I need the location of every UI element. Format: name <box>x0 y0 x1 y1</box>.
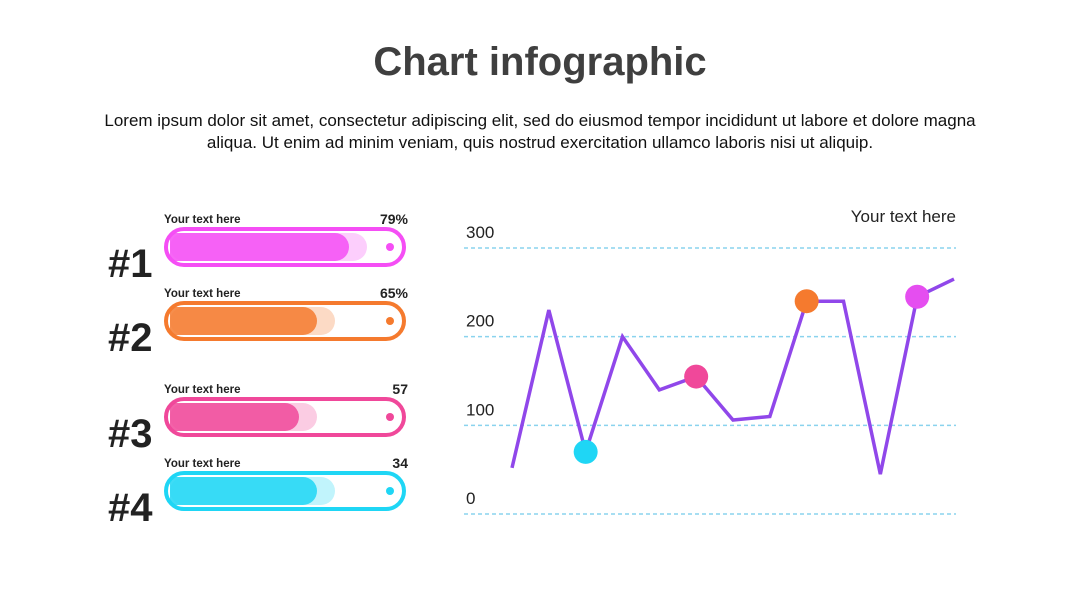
grid-layer <box>464 247 956 515</box>
highlight-point <box>905 284 930 309</box>
bar-label: Your text here <box>164 214 241 226</box>
bar-rank: #3 <box>108 412 153 456</box>
highlight-point <box>573 439 598 464</box>
bar-row-3: #3 Your text here 57 <box>108 381 418 474</box>
bar-fill <box>170 477 317 505</box>
highlight-point <box>794 289 819 314</box>
bar-row-4: #4 Your text here 34 <box>108 455 418 548</box>
bar-rank: #2 <box>108 316 153 360</box>
bar-value: 79% <box>379 211 408 227</box>
bar-track <box>164 471 406 511</box>
bar-fill <box>170 233 349 261</box>
bar-row-1: #1 Your text here 79% <box>108 211 418 304</box>
bar-track <box>164 227 406 267</box>
bar-track <box>164 301 406 341</box>
bar-end-dot <box>386 487 394 495</box>
bar-rank: #4 <box>108 486 153 530</box>
bar-track <box>164 397 406 437</box>
page-description: Lorem ipsum dolor sit amet, consectetur … <box>104 111 976 152</box>
highlight-point <box>684 364 709 389</box>
y-tick-label: 0 <box>466 489 475 508</box>
y-tick-label: 200 <box>466 312 494 331</box>
bar-fill <box>170 403 299 431</box>
highlight-point-layer <box>573 284 930 464</box>
bar-end-dot <box>386 317 394 325</box>
bar-fill <box>170 307 317 335</box>
y-tick-layer: 0 100 200 300 <box>466 223 494 508</box>
bar-value: 57 <box>392 381 408 397</box>
bar-rank: #1 <box>108 242 153 286</box>
bar-end-dot <box>386 413 394 421</box>
y-tick-label: 100 <box>466 400 494 419</box>
bar-row-2: #2 Your text here 65% <box>108 285 418 378</box>
bar-value: 65% <box>379 285 408 301</box>
bar-label: Your text here <box>164 288 241 300</box>
bar-end-dot <box>386 243 394 251</box>
bar-value: 34 <box>392 455 408 471</box>
page-title: Chart infographic <box>373 40 707 84</box>
bar-label: Your text here <box>164 384 241 396</box>
chart-note: Your text here <box>851 207 956 226</box>
bar-label: Your text here <box>164 458 241 470</box>
y-tick-label: 300 <box>466 223 494 242</box>
